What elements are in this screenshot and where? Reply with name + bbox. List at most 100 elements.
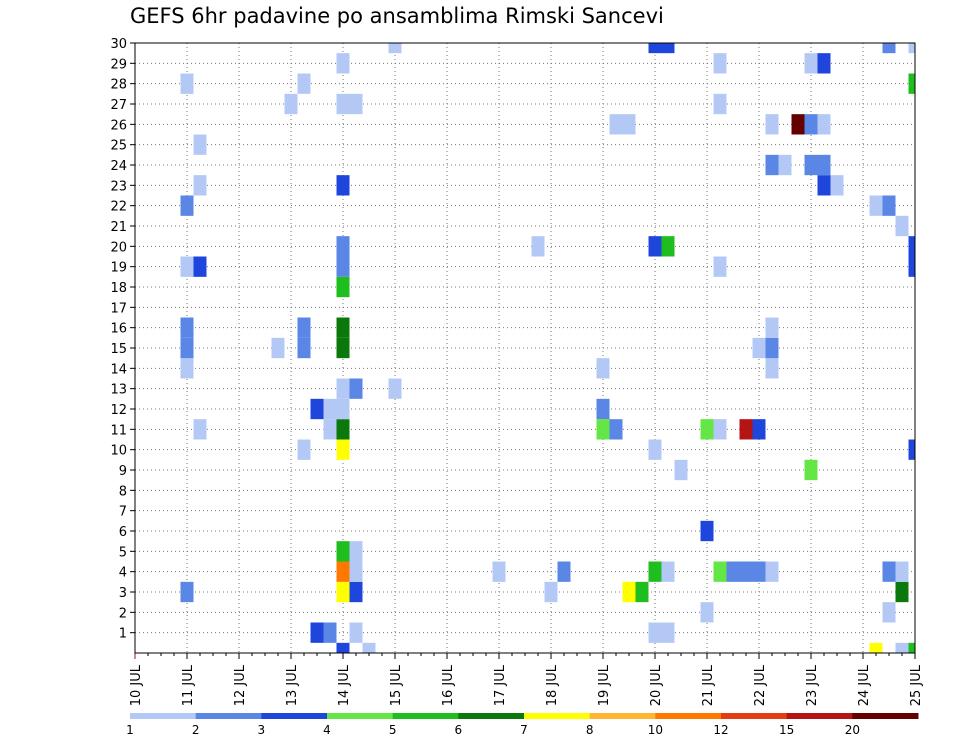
heatmap-cell (648, 561, 662, 582)
legend-label: 6 (455, 723, 463, 737)
y-tick-label: 18 (110, 281, 127, 296)
y-tick-label: 20 (110, 240, 127, 255)
y-tick-label: 11 (110, 423, 127, 438)
heatmap-cell (895, 215, 909, 237)
heatmap-cell (336, 236, 350, 257)
heatmap-cell (908, 43, 915, 54)
heatmap-cell (349, 622, 363, 643)
heatmap-cell (765, 114, 779, 135)
legend-label: 7 (520, 723, 528, 737)
heatmap-cell (739, 561, 753, 582)
legend-swatch (327, 713, 394, 719)
heatmap-cell (635, 581, 649, 603)
heatmap-cell (336, 439, 350, 460)
heatmap-cell (336, 256, 350, 277)
y-tick-label: 25 (110, 139, 127, 154)
heatmap-cell (336, 398, 350, 420)
heatmap-cell (752, 561, 766, 582)
heatmap-cell (895, 561, 909, 582)
heatmap-cell (180, 73, 194, 94)
legend-label: 8 (586, 723, 594, 737)
x-tick-label: 13 JUL (285, 664, 300, 706)
heatmap-cell (193, 175, 207, 196)
heatmap-cell (661, 622, 675, 643)
y-tick-label: 4 (119, 566, 127, 581)
heatmap-cell (323, 419, 337, 440)
heatmap-cell (180, 317, 194, 338)
y-tick-label: 16 (110, 322, 127, 337)
heatmap-cell (726, 561, 740, 582)
heatmap-cell (817, 175, 831, 196)
heatmap-cell (765, 358, 779, 379)
heatmap-cell (700, 602, 714, 623)
legend-label: 4 (323, 723, 331, 737)
y-tick-label: 19 (110, 261, 127, 276)
heatmap-cell (336, 642, 350, 653)
y-tick-label: 2 (119, 606, 127, 621)
heatmap-cell (336, 337, 350, 359)
heatmap-cell (765, 154, 779, 176)
y-tick-label: 6 (119, 525, 127, 540)
color-legend: 1 2 3 4 5 6 7 8 10 12 15 20 (126, 713, 919, 737)
heatmap-cell (622, 114, 636, 135)
heatmap-cell (804, 114, 818, 135)
heatmap-cell (817, 114, 831, 135)
heatmap-cell (531, 236, 545, 257)
y-tick-label: 30 (110, 37, 127, 52)
heatmap-cell (648, 622, 662, 643)
legend-swatch (589, 713, 656, 719)
x-tick-label: 16 JUL (441, 664, 456, 706)
heatmap-cell (193, 134, 207, 155)
heatmap-cell (180, 581, 194, 603)
legend-swatch (130, 713, 197, 719)
x-tick-label: 21 JUL (701, 664, 716, 706)
heatmap-cell (882, 602, 896, 623)
heatmap-cell (349, 378, 363, 399)
legend-label: 5 (389, 723, 397, 737)
y-tick-label: 12 (110, 403, 127, 418)
heatmap-cell (297, 317, 311, 338)
heatmap-cell (180, 195, 194, 216)
heatmap-cell (752, 419, 766, 440)
heatmap-cell (778, 154, 792, 176)
x-tick-label: 25 JUL (909, 664, 924, 706)
heatmap-cell (713, 93, 727, 115)
x-tick-label: 10 JUL (129, 664, 144, 706)
x-tick-label: 23 JUL (805, 664, 820, 706)
heatmap-cell (193, 419, 207, 440)
heatmap-cell (817, 53, 831, 74)
heatmap-cell (271, 337, 285, 359)
heatmap-cell (180, 256, 194, 277)
heatmap-cell (336, 541, 350, 562)
heatmap-cell (622, 581, 636, 603)
heatmap-cell (193, 256, 207, 277)
legend-swatch (852, 713, 919, 719)
y-tick-label: 8 (119, 484, 127, 499)
heatmap-cell (336, 378, 350, 399)
heatmap-cell (284, 93, 298, 115)
heatmap-cell (869, 642, 883, 653)
heatmap-cell (882, 43, 896, 54)
heatmap-cell (713, 419, 727, 440)
legend-label: 20 (845, 723, 860, 737)
heatmap-cell (336, 276, 350, 298)
heatmap-cell (609, 114, 623, 135)
heatmap-cell (882, 561, 896, 582)
x-tick-label: 12 JUL (233, 664, 248, 706)
x-tick-label: 22 JUL (753, 664, 768, 706)
legend-swatch (786, 713, 853, 719)
heatmap-cell (700, 419, 714, 440)
heatmap-cell (648, 43, 662, 54)
y-tick-label: 27 (110, 98, 127, 113)
chart-title: GEFS 6hr padavine po ansamblima Rimski S… (130, 4, 664, 28)
legend-swatch (524, 713, 591, 719)
heatmap-cell (349, 93, 363, 115)
heatmap-cells (180, 43, 915, 653)
legend-swatch (458, 713, 525, 719)
legend-label: 2 (192, 723, 200, 737)
heatmap-cell (323, 398, 337, 420)
heatmap-cell (544, 581, 558, 603)
y-tick-label: 24 (110, 159, 127, 174)
y-axis: 1234567891011121314151617181920212223242… (110, 37, 135, 642)
heatmap-cell (661, 236, 675, 257)
